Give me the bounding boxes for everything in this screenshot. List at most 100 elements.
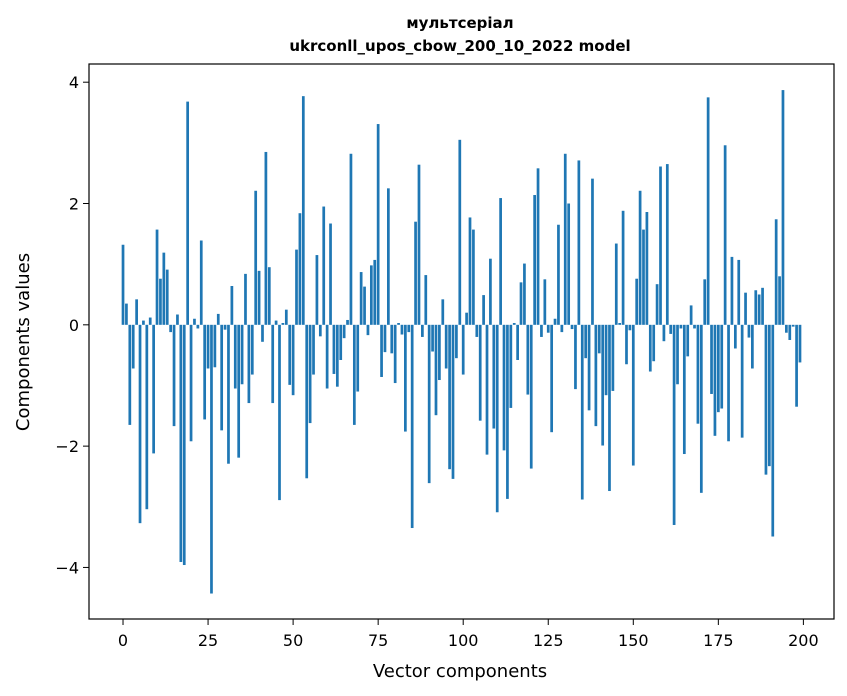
bar-87: [417, 164, 421, 325]
bar-71: [363, 286, 366, 325]
bar-5: [138, 324, 142, 524]
bar-196: [788, 324, 792, 340]
bar-102: [468, 217, 472, 325]
bar-56: [312, 324, 315, 375]
bar-117: [519, 282, 523, 325]
bar-176: [720, 324, 724, 409]
x-tick-label: 25: [198, 631, 218, 650]
bar-141: [601, 324, 605, 446]
bar-190: [768, 324, 771, 467]
bar-148: [625, 324, 628, 365]
bar-2: [128, 324, 132, 425]
x-tick-label: 75: [368, 631, 388, 650]
bar-126: [550, 324, 554, 433]
plot-frame: [88, 63, 835, 620]
bar-41: [261, 324, 264, 342]
bar-55: [308, 324, 312, 424]
bar-18: [182, 324, 186, 566]
bar-140: [597, 324, 601, 354]
bar-37: [247, 324, 251, 404]
bar-30: [223, 324, 227, 330]
y-axis-ticks: −4 −2 0 2 4: [55, 73, 89, 577]
bar-58: [318, 324, 322, 337]
bar-129: [560, 324, 564, 333]
bar-93: [438, 324, 441, 381]
bar-88: [421, 324, 424, 337]
bar-25: [206, 324, 210, 369]
bar-32: [230, 286, 234, 325]
chart-title-line2: ukrconll_upos_cbow_200_10_2022 model: [289, 37, 630, 55]
bar-178: [727, 324, 730, 442]
bar-151: [635, 278, 639, 325]
bar-94: [441, 299, 445, 325]
bar-170: [699, 324, 703, 493]
bar-82: [400, 324, 404, 335]
bar-166: [686, 324, 690, 357]
bar-36: [244, 273, 247, 325]
bar-192: [774, 219, 778, 325]
x-tick-label: 200: [788, 631, 819, 650]
bar-64: [339, 324, 343, 360]
bar-13: [165, 269, 169, 325]
bar-39: [254, 190, 258, 325]
x-tick-label: 0: [118, 631, 128, 650]
bar-48: [284, 309, 288, 325]
bar-27: [213, 324, 217, 368]
y-tick-label: 0: [69, 316, 79, 335]
bar-0: [121, 244, 125, 325]
bar-53: [301, 96, 305, 325]
bar-116: [516, 324, 519, 360]
bar-181: [737, 259, 741, 325]
bar-143: [608, 324, 611, 492]
bar-194: [781, 90, 785, 325]
bar-189: [764, 324, 768, 475]
bar-52: [298, 213, 302, 325]
bar-4: [135, 299, 138, 325]
bar-42: [264, 151, 268, 325]
bar-106: [482, 295, 485, 325]
bar-197: [791, 324, 795, 327]
bar-11: [159, 278, 162, 325]
bar-111: [499, 198, 502, 325]
x-tick-label: 125: [533, 631, 564, 650]
bar-65: [342, 324, 346, 339]
bar-136: [584, 324, 588, 359]
bar-44: [271, 324, 275, 404]
bar-177: [723, 145, 727, 325]
bar-81: [397, 323, 400, 325]
bar-112: [502, 324, 506, 451]
bar-28: [216, 313, 220, 325]
bar-80: [393, 324, 397, 384]
bar-60: [325, 324, 329, 389]
bar-157: [655, 284, 659, 325]
bar-105: [478, 324, 482, 421]
bar-180: [733, 324, 737, 349]
bar-90: [427, 324, 431, 484]
bar-193: [778, 276, 781, 325]
bar-84: [407, 324, 411, 333]
bar-134: [577, 160, 581, 325]
bar-95: [444, 324, 448, 369]
y-tick-label: −4: [55, 558, 79, 577]
bar-63: [335, 324, 339, 387]
bar-119: [526, 324, 530, 395]
bar-89: [424, 275, 428, 325]
bar-152: [638, 190, 642, 325]
bar-110: [495, 324, 499, 513]
bar-198: [795, 324, 798, 407]
bar-128: [557, 224, 560, 325]
bar-38: [250, 324, 254, 375]
bar-8: [148, 317, 152, 325]
x-tick-label: 50: [283, 631, 303, 650]
bar-171: [703, 279, 707, 325]
bar-40: [257, 270, 261, 325]
bar-154: [645, 212, 649, 325]
bar-109: [492, 324, 496, 429]
x-tick-label: 175: [703, 631, 734, 650]
bar-99: [458, 139, 462, 325]
bar-19: [186, 101, 190, 325]
bar-10: [155, 229, 159, 325]
bar-155: [648, 324, 652, 372]
bar-69: [356, 324, 360, 392]
bar-23: [199, 240, 203, 325]
